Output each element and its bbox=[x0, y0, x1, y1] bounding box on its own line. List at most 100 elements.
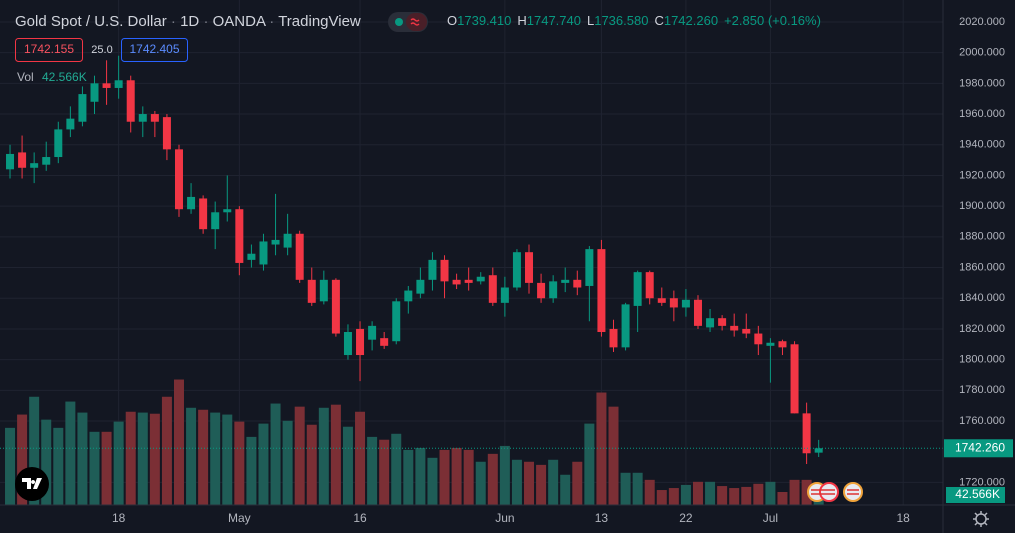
candle-body bbox=[223, 209, 232, 213]
candle-body bbox=[150, 114, 159, 122]
candle-body bbox=[500, 287, 509, 303]
candle-body bbox=[199, 198, 208, 230]
source: TradingView bbox=[278, 13, 361, 30]
candle-body bbox=[6, 153, 15, 170]
ohlc-letter: H bbox=[517, 13, 526, 28]
volume-bar bbox=[729, 488, 740, 505]
candle-body bbox=[790, 344, 799, 414]
volume-bar bbox=[524, 461, 535, 505]
candle-body bbox=[561, 279, 570, 283]
wave-icon bbox=[410, 18, 420, 26]
volume-bar bbox=[65, 401, 76, 505]
event-icons[interactable] bbox=[807, 482, 863, 502]
y-tick-label: 1920.000 bbox=[959, 169, 1005, 181]
y-tick-label: 2000.000 bbox=[959, 47, 1005, 59]
volume-bar bbox=[777, 492, 788, 505]
ohlc-letter: O bbox=[447, 13, 457, 28]
y-tick-label: 1760.000 bbox=[959, 415, 1005, 427]
candle-body bbox=[645, 272, 654, 299]
candle-body bbox=[488, 275, 497, 303]
last-volume-label: 42.566K bbox=[955, 487, 1000, 501]
volume-bar bbox=[17, 414, 28, 505]
candle-body bbox=[669, 298, 678, 308]
tradingview-logo[interactable] bbox=[15, 467, 49, 501]
ohlc-legend: O1739.410 H1747.740 L1736.580 C1742.260 +2.8… bbox=[447, 13, 821, 28]
volume-bar bbox=[342, 426, 353, 505]
ohlc-value: 1747.740 bbox=[527, 13, 581, 28]
volume-bar bbox=[186, 407, 197, 505]
y-tick-label: 1980.000 bbox=[959, 77, 1005, 89]
bid-box[interactable] bbox=[15, 38, 83, 62]
settings-button[interactable] bbox=[973, 511, 989, 527]
event-flag bbox=[843, 482, 863, 502]
exchange: OANDA bbox=[213, 13, 266, 30]
volume-bar bbox=[137, 412, 148, 505]
y-tick-label: 1900.000 bbox=[959, 200, 1005, 212]
x-tick-label: Jun bbox=[495, 511, 514, 525]
volume-bar bbox=[584, 423, 595, 505]
candle-body bbox=[428, 259, 437, 280]
volume-bar bbox=[198, 409, 209, 505]
candle-body bbox=[416, 279, 425, 294]
separator: · bbox=[203, 13, 208, 30]
market-open-dot bbox=[395, 18, 403, 26]
volume-bar bbox=[294, 406, 305, 505]
ask-box[interactable] bbox=[121, 38, 188, 62]
candle-body bbox=[114, 80, 123, 88]
candle-body bbox=[126, 80, 135, 122]
candle-body bbox=[66, 118, 75, 130]
ohlc-letter: L bbox=[587, 13, 594, 28]
volume-bar bbox=[475, 461, 486, 505]
candle-body bbox=[174, 149, 183, 210]
volume-legend-label: Vol bbox=[17, 70, 34, 84]
volume-bar bbox=[656, 490, 667, 505]
x-tick-label: 18 bbox=[112, 511, 126, 525]
candle-body bbox=[633, 272, 642, 306]
candle-body bbox=[525, 252, 534, 283]
candle-body bbox=[42, 157, 51, 165]
event-flag bbox=[819, 482, 839, 502]
volume-bar bbox=[680, 484, 691, 505]
candle-body bbox=[102, 83, 111, 88]
candle-body bbox=[464, 279, 473, 283]
candle-body bbox=[573, 279, 582, 288]
volume-bar bbox=[222, 414, 233, 505]
volume-bar bbox=[572, 461, 583, 505]
candle-body bbox=[549, 281, 558, 299]
volume-bar bbox=[125, 411, 136, 505]
y-tick-label: 1820.000 bbox=[959, 323, 1005, 335]
volume-bar bbox=[439, 449, 450, 505]
candle-body bbox=[331, 279, 340, 334]
axis-price-labels: 1742.260 42.566K bbox=[944, 439, 1013, 503]
bid-price: 1742.155 bbox=[24, 42, 74, 56]
volume-bar bbox=[487, 453, 498, 505]
volume-bar bbox=[692, 481, 703, 505]
logo-mark bbox=[22, 478, 42, 489]
candle-body bbox=[476, 276, 485, 282]
flag-stripes bbox=[811, 489, 859, 495]
candle-body bbox=[343, 332, 352, 356]
candle-body bbox=[706, 318, 715, 328]
volume-bar bbox=[173, 379, 184, 505]
candle-body bbox=[356, 328, 365, 356]
volume-bar bbox=[379, 439, 390, 505]
candle-body bbox=[814, 448, 823, 453]
volume-bar bbox=[536, 464, 547, 505]
volume-bar bbox=[705, 481, 716, 505]
separator: · bbox=[171, 13, 176, 30]
last-price-label: 1742.260 bbox=[955, 440, 1005, 454]
status-toggle[interactable] bbox=[388, 12, 428, 32]
x-tick-label: 13 bbox=[595, 511, 609, 525]
volume-bar bbox=[415, 447, 426, 505]
ohlc-value: 1736.580 bbox=[594, 13, 648, 28]
candle-body bbox=[319, 279, 328, 302]
toggle-right bbox=[406, 13, 427, 31]
x-tick-label: 18 bbox=[896, 511, 910, 525]
volume-bar bbox=[41, 419, 52, 505]
volume-bar bbox=[391, 433, 402, 505]
volume-bar bbox=[632, 472, 643, 505]
interval[interactable]: 1D bbox=[180, 13, 199, 30]
y-tick-label: 2020.000 bbox=[959, 16, 1005, 28]
ohlc-value: 1739.410 bbox=[457, 13, 511, 28]
candle-body bbox=[30, 163, 39, 168]
